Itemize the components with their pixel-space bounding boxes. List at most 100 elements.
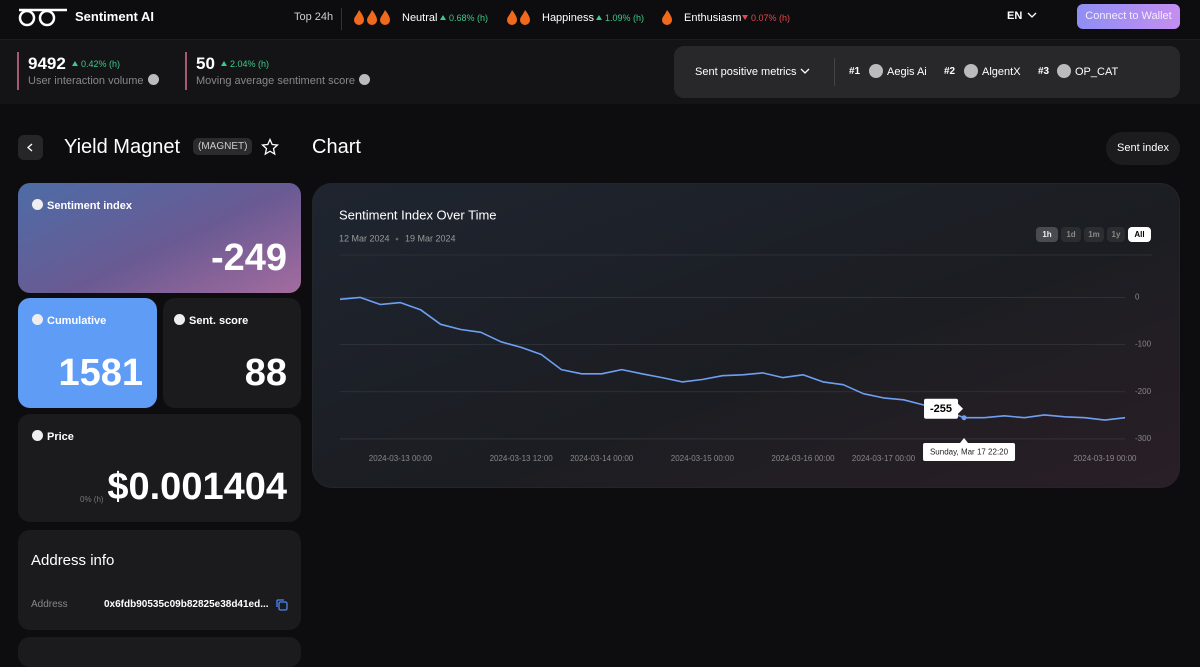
card-label: Sentiment index	[32, 199, 132, 212]
card-label-text: Price	[47, 431, 74, 443]
tooltip-value-box	[924, 398, 959, 419]
tooltip-date: Sunday, Mar 17 22:20	[930, 448, 1009, 457]
back-icon	[27, 143, 33, 152]
range-button[interactable]	[1084, 227, 1104, 242]
tooltip-value: -255	[930, 403, 952, 415]
metric-change: 0.42% (h)	[72, 59, 120, 69]
rank: #2	[944, 66, 956, 77]
date-start: 12 Mar 2024	[339, 233, 390, 243]
range-label: 1y	[1112, 230, 1121, 239]
address-title: Address info	[31, 552, 115, 569]
section-title: Chart	[312, 136, 361, 158]
card-label: Cumulative	[32, 314, 106, 327]
sent-score-card: Sent. score 88	[163, 298, 301, 408]
date-end: 19 Mar 2024	[405, 233, 456, 243]
copy-button[interactable]	[275, 598, 289, 612]
rank-name[interactable]: Aegis Ai	[887, 66, 927, 78]
card-value: 1581	[58, 352, 143, 394]
rank-name[interactable]: OP_CAT	[1075, 66, 1119, 78]
token-symbol: (MAGNET)	[193, 138, 253, 155]
card-label-text: Sentiment index	[47, 200, 132, 212]
metric-label-text: Moving average sentiment score	[196, 75, 355, 87]
mood-name: Happiness	[542, 12, 594, 24]
series-line	[339, 296, 1126, 421]
rank-name[interactable]: AlgentX	[982, 66, 1021, 78]
mood-change: 0.68% (h)	[440, 13, 488, 23]
metric-label-text: User interaction volume	[28, 75, 144, 87]
range-label: 1d	[1066, 230, 1075, 239]
cumulative-card: Cumulative 1581	[18, 298, 157, 408]
address-card: Address info Address 0x6fdb90535c09b8282…	[18, 530, 301, 630]
token-name: Yield Magnet	[64, 136, 180, 158]
sent-index-button[interactable]: Sent index	[1106, 132, 1180, 165]
y-tick-label: -300	[1135, 434, 1152, 443]
info-icon[interactable]	[32, 314, 43, 325]
avatar	[869, 64, 883, 78]
avatar	[964, 64, 978, 78]
metric-accent	[185, 52, 187, 90]
price-change: 0% (h)	[80, 495, 104, 504]
address-label: Address	[31, 599, 68, 610]
card-label-text: Sent. score	[189, 315, 249, 327]
fire-icons	[507, 10, 530, 25]
address-value: 0x6fdb90535c09b82825e38d41ed...	[104, 599, 269, 610]
favorite-star[interactable]	[261, 138, 279, 156]
brand: Sentiment AI	[75, 9, 154, 24]
range-button[interactable]	[1107, 227, 1125, 242]
metric-value: 9492	[28, 54, 66, 73]
tooltip-date-pointer	[960, 438, 969, 443]
back-button[interactable]	[18, 135, 43, 160]
y-tick-label: -200	[1135, 387, 1152, 396]
card-value: $0.001404	[107, 466, 287, 508]
ranking-select[interactable]: Sent positive metrics	[695, 66, 797, 78]
metric-label: Moving average sentiment score	[196, 74, 370, 87]
range-label: 1m	[1088, 230, 1100, 239]
chevron	[1027, 12, 1037, 18]
range-label: 1h	[1042, 230, 1051, 239]
range-label: All	[1134, 230, 1144, 239]
x-tick-label: 2024-03-17 00:00	[852, 454, 916, 463]
next-card	[18, 637, 301, 667]
info-icon[interactable]	[147, 74, 159, 85]
range-button[interactable]	[1036, 227, 1058, 242]
chart-panel: Sentiment Index Over Time 12 Mar 2024 19…	[312, 183, 1180, 488]
divider	[341, 8, 342, 30]
info-icon[interactable]	[174, 314, 185, 325]
chevron	[800, 68, 810, 74]
y-tick-label: 0	[1135, 293, 1140, 302]
mood-name: Enthusiasm	[684, 12, 742, 24]
x-tick-label: 2024-03-16 00:00	[771, 454, 835, 463]
x-tick-label: 2024-03-13 12:00	[490, 454, 554, 463]
metric-change: 2.04% (h)	[221, 59, 269, 69]
rank: #3	[1038, 66, 1050, 77]
price-card: Price 0% (h) $0.001404	[18, 414, 301, 522]
fire-icons	[354, 10, 390, 25]
card-label-text: Cumulative	[47, 315, 107, 327]
connect-wallet-button[interactable]: Connect to Wallet	[1077, 4, 1180, 29]
mood-change: 1.09% (h)	[596, 13, 644, 23]
language-select[interactable]: EN	[1007, 10, 1023, 22]
chart-title: Sentiment Index Over Time	[339, 207, 497, 222]
range-button[interactable]	[1061, 227, 1081, 242]
rank: #1	[849, 66, 861, 77]
card-label: Price	[32, 430, 74, 443]
hover-point	[961, 415, 967, 421]
top-bar: Sentiment AI Top 24h Neutral 0.68% (h) H…	[0, 0, 1200, 40]
x-tick-label: 2024-03-14 00:00	[570, 454, 634, 463]
info-icon[interactable]	[358, 74, 370, 85]
tooltip-pointer	[958, 403, 964, 414]
top-label: Top 24h	[294, 11, 334, 23]
info-icon[interactable]	[32, 199, 43, 210]
tooltip-date-box	[923, 443, 1016, 461]
range-button[interactable]	[1128, 227, 1151, 242]
mood-change: 0.07% (h)	[742, 13, 790, 23]
info-icon[interactable]	[32, 430, 43, 441]
chart: Sentiment Index Over Time 12 Mar 2024 19…	[339, 207, 1152, 463]
card-value: -249	[210, 237, 287, 279]
mood-name: Neutral	[402, 12, 438, 24]
metric-value: 50	[196, 54, 215, 73]
avatar	[1057, 64, 1071, 78]
card-value: 88	[244, 352, 287, 394]
